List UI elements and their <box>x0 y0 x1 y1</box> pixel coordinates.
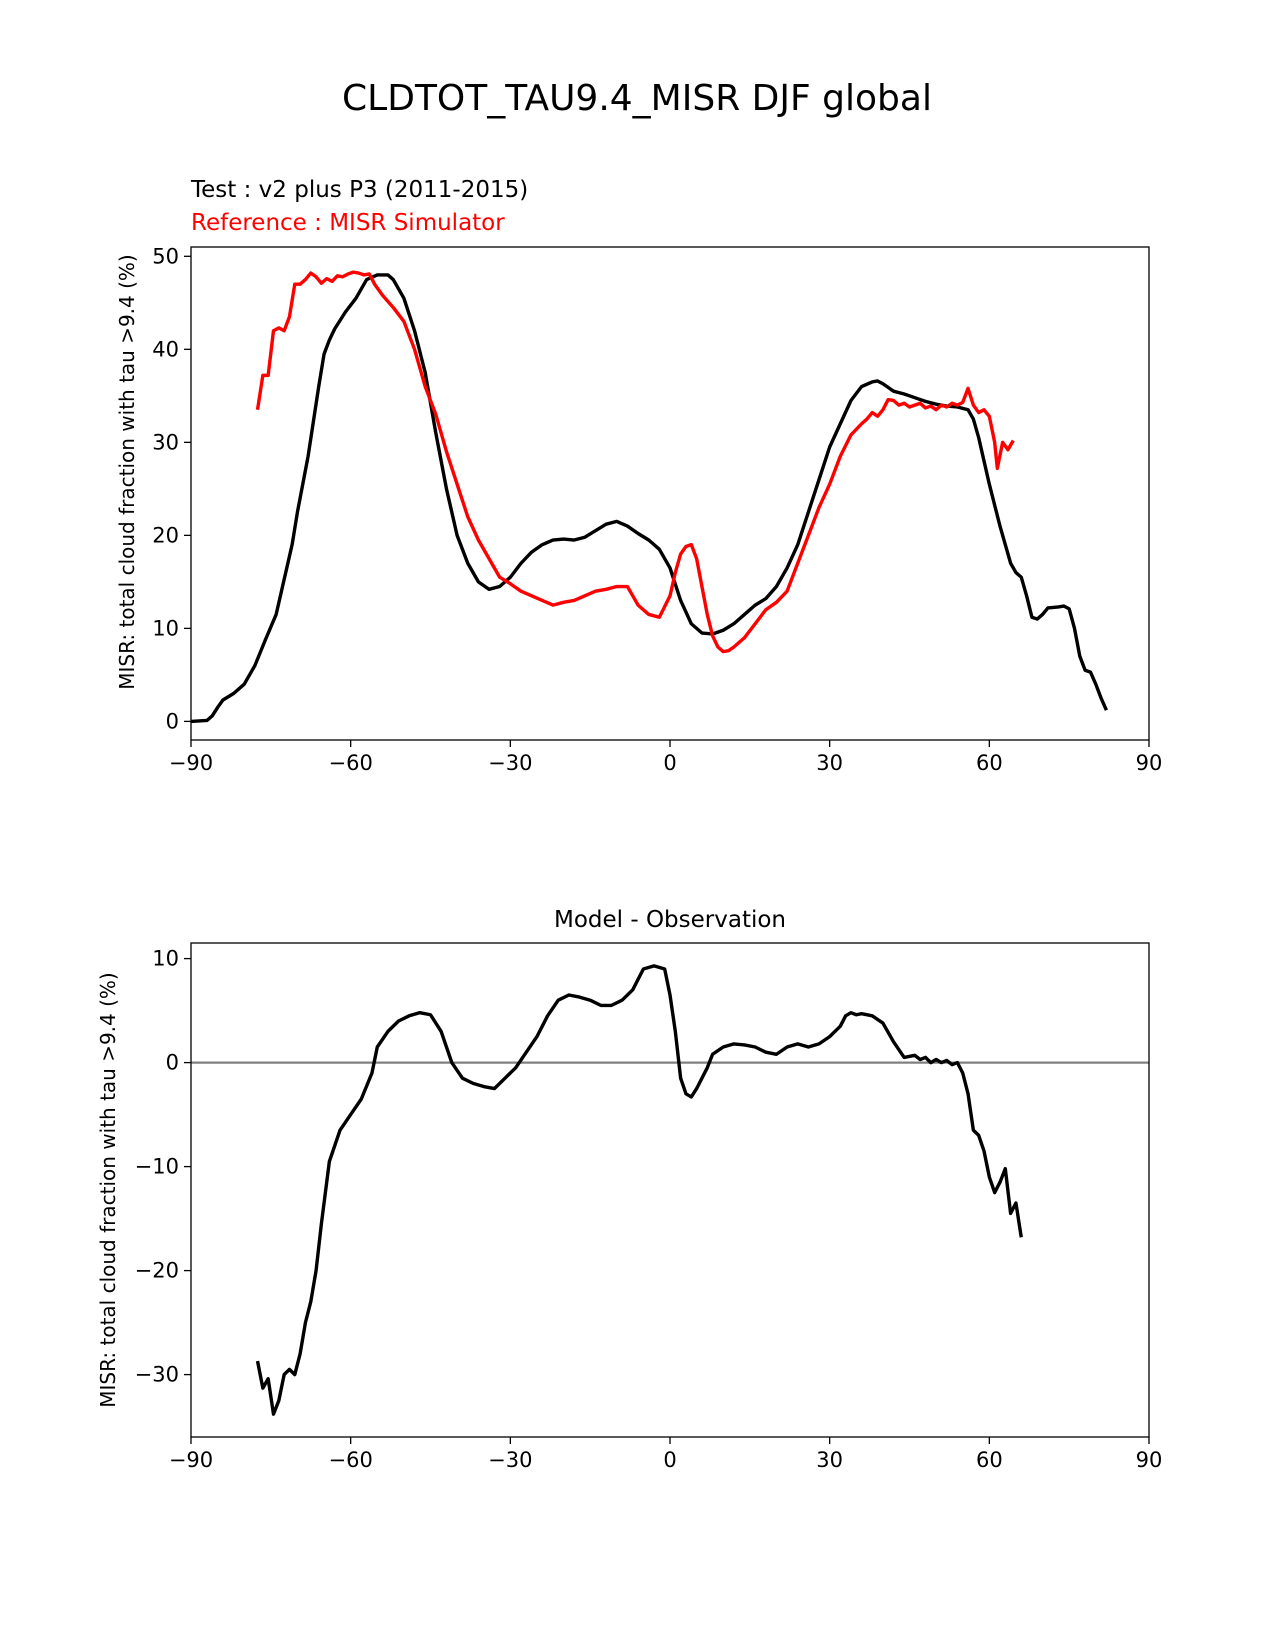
top-xtick-label: 0 <box>663 751 676 775</box>
top-ylabel: MISR: total cloud fraction with tau >9.4… <box>115 254 139 689</box>
top-ytick-label: 20 <box>152 523 179 547</box>
top-xtick-label: 60 <box>976 751 1003 775</box>
top-ytick-label: 50 <box>152 244 179 268</box>
bottom-xtick-label: 30 <box>816 1448 843 1472</box>
top-xtick-label: 30 <box>816 751 843 775</box>
top-ytick-label: 40 <box>152 337 179 361</box>
bottom-ytick-label: 10 <box>152 947 179 971</box>
top-xtick-label: −30 <box>488 751 532 775</box>
bottom-xtick-label: 60 <box>976 1448 1003 1472</box>
figure-title: CLDTOT_TAU9.4_MISR DJF global <box>342 78 932 119</box>
bottom-ytick-label: −20 <box>135 1259 179 1283</box>
top-axis-ticks: −90 −60 −30 0 30 60 90 0 10 20 30 40 50 <box>152 244 1162 775</box>
bottom-panel: Model - Observation MISR: total cloud fr… <box>96 907 1162 1472</box>
test-series-line <box>190 273 1108 724</box>
difference-series-line <box>255 964 1023 1416</box>
top-xtick-label: −60 <box>329 751 373 775</box>
bottom-xtick-label: −30 <box>488 1448 532 1472</box>
top-panel: Test : v2 plus P3 (2011-2015) Reference … <box>115 177 1162 775</box>
bottom-plot-lines <box>191 964 1149 1416</box>
reference-label: Reference : MISR Simulator <box>191 210 505 236</box>
top-axes-frame <box>190 246 1150 741</box>
bottom-ytick-label: 0 <box>166 1051 179 1075</box>
top-xtick-label: 90 <box>1136 751 1163 775</box>
bottom-ylabel: MISR: total cloud fraction with tau >9.4… <box>96 972 120 1407</box>
bottom-xtick-label: 90 <box>1136 1448 1163 1472</box>
top-xtick-label: −90 <box>169 751 213 775</box>
top-ytick-label: 0 <box>166 709 179 733</box>
top-ytick-label: 30 <box>152 430 179 454</box>
bottom-axis-ticks: −90 −60 −30 0 30 60 90 −30 −20 −10 0 10 <box>135 947 1163 1472</box>
test-label: Test : v2 plus P3 (2011-2015) <box>190 177 528 203</box>
bottom-xtick-label: 0 <box>663 1448 676 1472</box>
bottom-ytick-label: −30 <box>135 1363 179 1387</box>
top-ytick-label: 10 <box>152 616 179 640</box>
bottom-ytick-label: −10 <box>135 1155 179 1179</box>
top-plot-lines <box>190 270 1108 724</box>
bottom-axes-frame <box>190 942 1150 1438</box>
bottom-title: Model - Observation <box>554 907 786 933</box>
bottom-xtick-label: −60 <box>329 1448 373 1472</box>
reference-series-line <box>255 270 1015 654</box>
bottom-xtick-label: −90 <box>169 1448 213 1472</box>
